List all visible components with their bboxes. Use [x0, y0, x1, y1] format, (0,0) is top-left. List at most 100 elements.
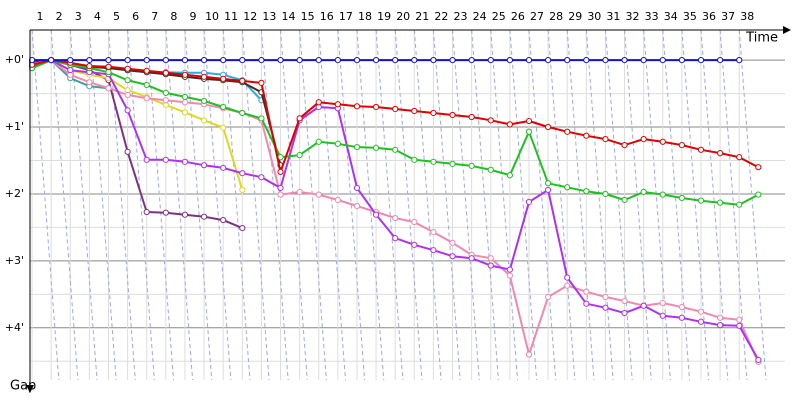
- lap-diagonal: [490, 29, 519, 381]
- lap-point: [334, 196, 341, 204]
- lap-point: [621, 142, 628, 149]
- lap-diagonal: [566, 29, 595, 381]
- lap-point: [621, 57, 628, 64]
- lap-point: [430, 229, 437, 236]
- lap-point: [564, 57, 571, 64]
- y-tick-label: +4': [5, 321, 24, 334]
- lap-point: [200, 97, 208, 105]
- lap-point: [449, 253, 456, 260]
- lap-point: [162, 69, 169, 76]
- lap-point: [468, 57, 475, 64]
- lap-point: [162, 97, 169, 104]
- lap-point: [430, 158, 437, 165]
- x-tick-label: 34: [664, 10, 678, 23]
- lap-point: [736, 57, 743, 64]
- lap-point: [220, 57, 227, 64]
- lap-point: [105, 85, 112, 92]
- lap-diagonal: [241, 29, 270, 381]
- x-tick-label: 6: [132, 10, 139, 23]
- lap-point: [124, 65, 131, 72]
- lap-point: [506, 57, 513, 64]
- lap-point: [353, 202, 361, 210]
- y-axis-label: Gap: [10, 379, 36, 394]
- lap-point: [411, 156, 418, 163]
- lap-diagonal: [69, 29, 98, 381]
- lap-point: [525, 117, 533, 125]
- grid: [30, 30, 785, 380]
- lap-point: [602, 135, 609, 143]
- lap-diagonal: [528, 29, 557, 381]
- x-tick-label: 20: [396, 10, 410, 23]
- lap-diagonal: [604, 29, 633, 381]
- lap-point: [697, 308, 705, 315]
- x-tick-label: 17: [339, 10, 353, 23]
- lap-point: [162, 57, 169, 64]
- lap-point: [86, 57, 93, 64]
- lap-point: [315, 138, 322, 145]
- lap-diagonal: [31, 29, 60, 381]
- lap-diagonal: [394, 29, 423, 381]
- x-tick-label: 33: [645, 10, 659, 23]
- lap-diagonal: [585, 29, 614, 381]
- lap-point: [678, 142, 685, 149]
- lap-point: [525, 128, 533, 135]
- x-tick-label: 11: [224, 10, 238, 23]
- lap-diagonal: [738, 29, 767, 381]
- lap-point: [315, 57, 322, 64]
- lap-diagonal: [624, 29, 652, 381]
- lap-point: [392, 146, 399, 153]
- lap-point: [181, 57, 189, 64]
- lap-point: [239, 224, 246, 232]
- lap-point: [181, 71, 189, 78]
- lap-point: [353, 103, 361, 110]
- lap-point: [449, 160, 456, 167]
- x-tick-label: 2: [56, 10, 63, 23]
- lap-point: [717, 199, 724, 206]
- lap-point: [220, 75, 227, 82]
- lap-diagonal: [222, 29, 251, 381]
- lap-point: [525, 198, 533, 206]
- lap-point: [544, 123, 552, 131]
- y-tick-label: +0': [5, 53, 24, 66]
- x-tick-label: 13: [262, 10, 276, 23]
- lap-point: [124, 91, 131, 99]
- lap-point: [258, 79, 265, 86]
- lap-point: [659, 299, 666, 307]
- lap-point: [755, 164, 762, 171]
- lap-point: [181, 109, 189, 116]
- lap-diagonal: [643, 29, 671, 381]
- lap-point: [487, 57, 494, 64]
- lap-point: [736, 316, 743, 323]
- lap-point: [564, 128, 571, 135]
- lap-diagonal: [375, 29, 404, 381]
- lap-point: [564, 282, 571, 289]
- x-tick-label: 21: [415, 10, 429, 23]
- x-tick-label: 9: [189, 10, 196, 23]
- lap-point: [67, 57, 74, 64]
- x-tick-label: 22: [434, 10, 448, 23]
- lap-point: [277, 191, 284, 198]
- lap-point: [717, 57, 724, 64]
- lap-point: [544, 293, 552, 301]
- x-tick-label: 29: [568, 10, 582, 23]
- lap-point: [220, 124, 227, 131]
- lap-point: [239, 109, 246, 117]
- lap-point: [602, 293, 609, 301]
- lap-point: [315, 99, 322, 106]
- series-line: [31, 59, 243, 230]
- lap-point: [449, 239, 456, 246]
- x-tick-label: 23: [454, 10, 468, 23]
- lap-point: [258, 57, 265, 64]
- lap-point: [86, 63, 93, 70]
- lap-point: [86, 79, 93, 86]
- lap-point: [564, 274, 571, 281]
- lap-point: [717, 150, 724, 157]
- lap-point: [392, 105, 399, 113]
- lap-point: [506, 272, 513, 279]
- lap-point: [468, 162, 475, 169]
- lap-point: [659, 191, 666, 198]
- lap-point: [487, 166, 494, 173]
- lap-point: [697, 197, 705, 204]
- lap-diagonal: [547, 29, 576, 381]
- x-tick-label: 35: [683, 10, 697, 23]
